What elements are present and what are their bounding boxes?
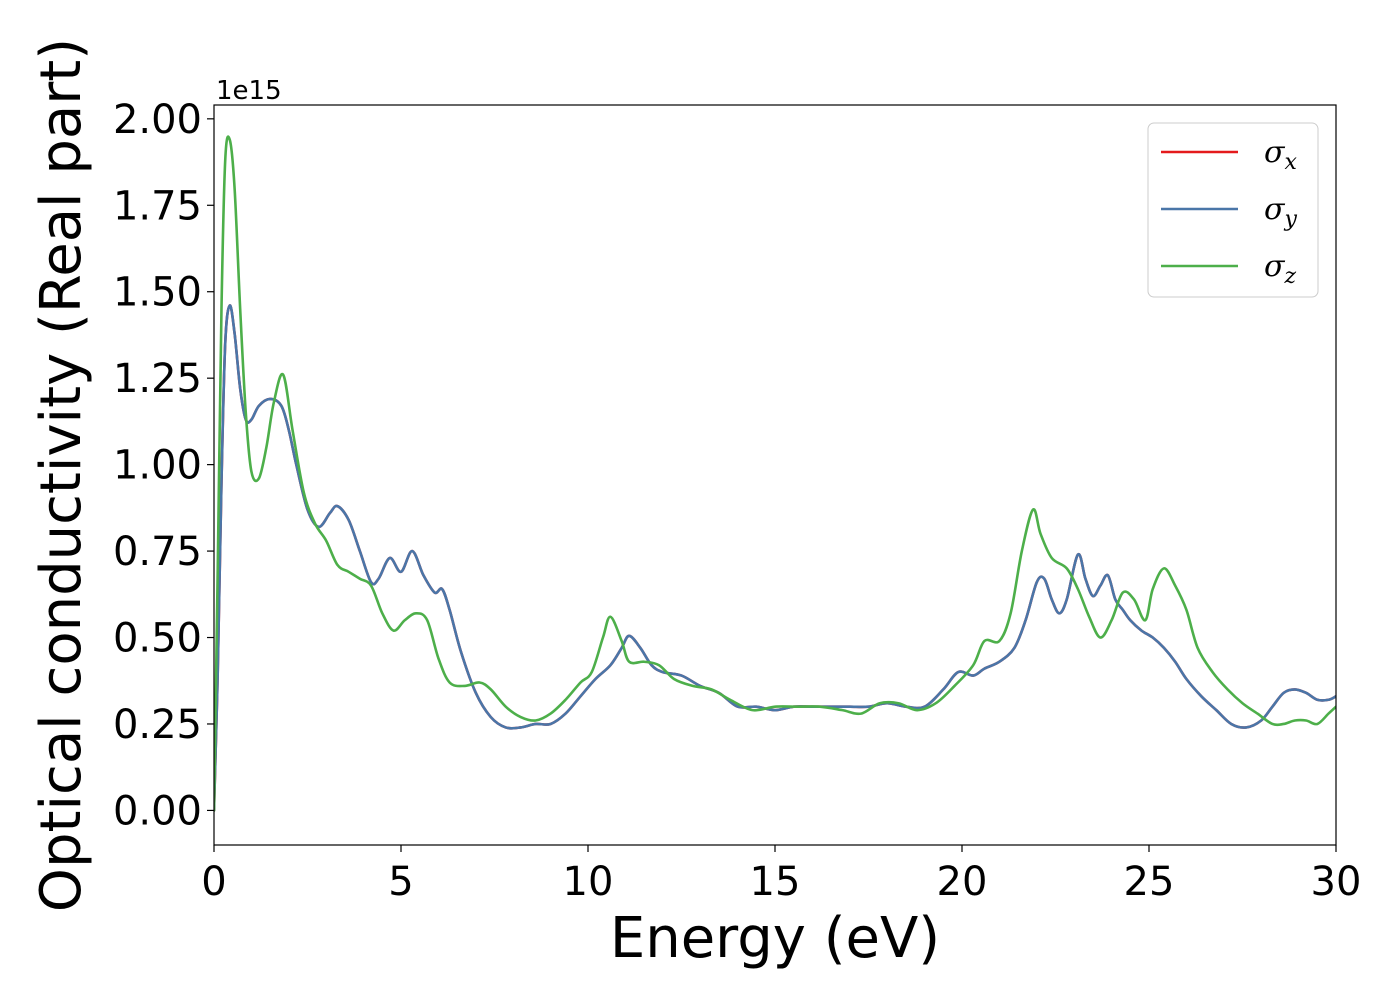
ticks-layer: 0 5 10 15 20 25 30 0.00 0.25 0.50 0.75 1.00 1.25 1.50… bbox=[113, 97, 1362, 905]
y-tick-label: 1.75 bbox=[113, 183, 202, 229]
x-tick-label: 30 bbox=[1311, 859, 1362, 905]
series-line-y bbox=[214, 304, 1336, 812]
y-axis-label: Optical conductivity (Real part) bbox=[29, 38, 94, 912]
series-line-x bbox=[214, 304, 1336, 812]
x-tick-label: 20 bbox=[937, 859, 988, 905]
x-tick-label: 10 bbox=[563, 859, 614, 905]
x-axis-label: Energy (eV) bbox=[610, 906, 940, 971]
y-tick-label: 1.50 bbox=[113, 270, 202, 316]
y-tick-label: 0.75 bbox=[113, 529, 202, 575]
x-tick-label: 25 bbox=[1124, 859, 1175, 905]
legend-label-y: σy bbox=[1264, 192, 1297, 232]
y-tick-label: 0.25 bbox=[113, 702, 202, 748]
series-line-z bbox=[214, 135, 1336, 812]
x-tick-label: 15 bbox=[750, 859, 801, 905]
y-tick-label: 2.00 bbox=[113, 97, 202, 143]
x-tick-label: 0 bbox=[201, 859, 226, 905]
y-tick-label: 1.00 bbox=[113, 443, 202, 489]
series-layer bbox=[214, 135, 1336, 812]
y-tick-label: 1.25 bbox=[113, 356, 202, 402]
y-tick-label: 0.00 bbox=[113, 788, 202, 834]
x-tick-label: 5 bbox=[388, 859, 413, 905]
y-offset-text: 1e15 bbox=[216, 76, 282, 106]
y-tick-label: 0.50 bbox=[113, 616, 202, 662]
